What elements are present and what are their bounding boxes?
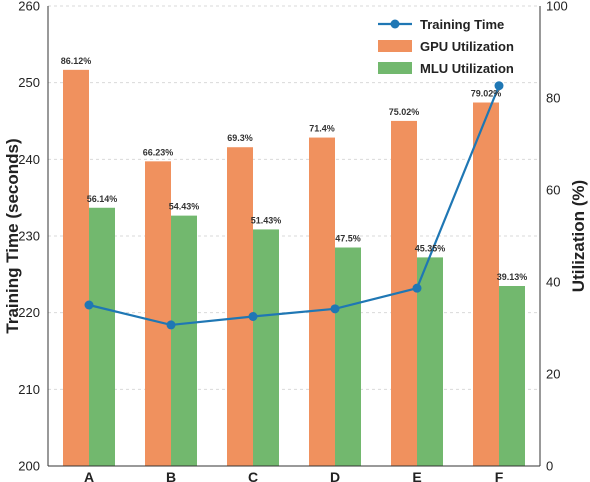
bar-gpu-A bbox=[63, 69, 89, 467]
training-time-point-E bbox=[412, 283, 422, 293]
legend: Training Time GPU Utilization MLU Utilizat… bbox=[378, 17, 514, 76]
y-tick-5: 250 bbox=[18, 75, 40, 90]
label-mlu-E: 45.35% bbox=[415, 243, 446, 253]
bar-mlu-C bbox=[253, 229, 279, 466]
legend-swatch-gpu bbox=[378, 40, 412, 52]
training-time-line bbox=[88, 85, 501, 327]
label-mlu-D: 47.5% bbox=[335, 234, 361, 244]
x-tick-A: A bbox=[84, 469, 94, 482]
y-tick-3: 230 bbox=[18, 229, 40, 244]
x-tick-F: F bbox=[495, 469, 504, 482]
y2-tick-5: 100 bbox=[546, 0, 568, 14]
y2-tick-3: 60 bbox=[546, 183, 560, 198]
label-mlu-A: 56.14% bbox=[87, 194, 118, 204]
x-tick-D: D bbox=[330, 469, 340, 482]
training-time-point-D bbox=[330, 304, 340, 314]
training-time-point-C bbox=[248, 312, 258, 321]
bar-gpu-F bbox=[473, 102, 499, 467]
data-labels-group: 86.12% 56.14% 66.23% 54.43% 69.3% 51.43% 71.4%… bbox=[61, 56, 528, 282]
legend-swatch-mlu bbox=[378, 62, 412, 74]
label-gpu-C: 69.3% bbox=[227, 133, 253, 143]
bars-group bbox=[63, 69, 525, 467]
x-tick-C: C bbox=[248, 469, 258, 482]
y-tick-4: 240 bbox=[18, 152, 40, 167]
legend-label-mlu: MLU Utilization bbox=[420, 61, 514, 76]
legend-label-gpu: GPU Utilization bbox=[420, 39, 514, 54]
bar-mlu-E bbox=[417, 257, 443, 466]
label-gpu-F: 79.02% bbox=[471, 89, 502, 99]
axes-group: 200 210 220 230 240 250 260 0 20 40 60 80 100 A B C D E F bbox=[18, 0, 567, 482]
training-time-point-A bbox=[84, 300, 94, 310]
bar-gpu-D bbox=[309, 137, 335, 466]
training-time-point-B bbox=[166, 320, 176, 330]
x-tick-E: E bbox=[412, 469, 421, 482]
bar-gpu-B bbox=[145, 161, 171, 467]
label-gpu-D: 71.4% bbox=[309, 124, 335, 134]
y-tick-0: 200 bbox=[18, 459, 40, 474]
y-tick-2: 220 bbox=[18, 305, 40, 320]
line-group bbox=[84, 81, 504, 330]
label-gpu-B: 66.23% bbox=[143, 147, 174, 157]
label-mlu-C: 51.43% bbox=[251, 215, 282, 225]
y-tick-6: 260 bbox=[18, 0, 40, 14]
label-gpu-E: 75.02% bbox=[389, 107, 420, 117]
y2-tick-1: 20 bbox=[546, 367, 560, 382]
label-mlu-B: 54.43% bbox=[169, 202, 200, 212]
bar-gpu-C bbox=[227, 147, 253, 466]
training-time-point-F bbox=[494, 81, 504, 91]
y-tick-1: 210 bbox=[18, 382, 40, 397]
label-gpu-A: 86.12% bbox=[61, 56, 92, 66]
y2-tick-0: 0 bbox=[546, 459, 553, 474]
bar-mlu-F bbox=[499, 286, 525, 466]
bar-mlu-B bbox=[171, 215, 197, 466]
y2-axis-label: Utilization (%) bbox=[569, 180, 588, 292]
bar-mlu-A bbox=[89, 207, 115, 467]
y-axis-label: Training Time (seconds) bbox=[3, 138, 22, 333]
bar-mlu-D bbox=[335, 247, 361, 466]
y2-tick-2: 40 bbox=[546, 275, 560, 290]
legend-label-training-time: Training Time bbox=[420, 17, 504, 32]
legend-marker-training-time bbox=[390, 19, 400, 29]
x-tick-B: B bbox=[166, 469, 176, 482]
label-mlu-F: 39.13% bbox=[497, 272, 528, 282]
y2-tick-4: 80 bbox=[546, 91, 560, 106]
